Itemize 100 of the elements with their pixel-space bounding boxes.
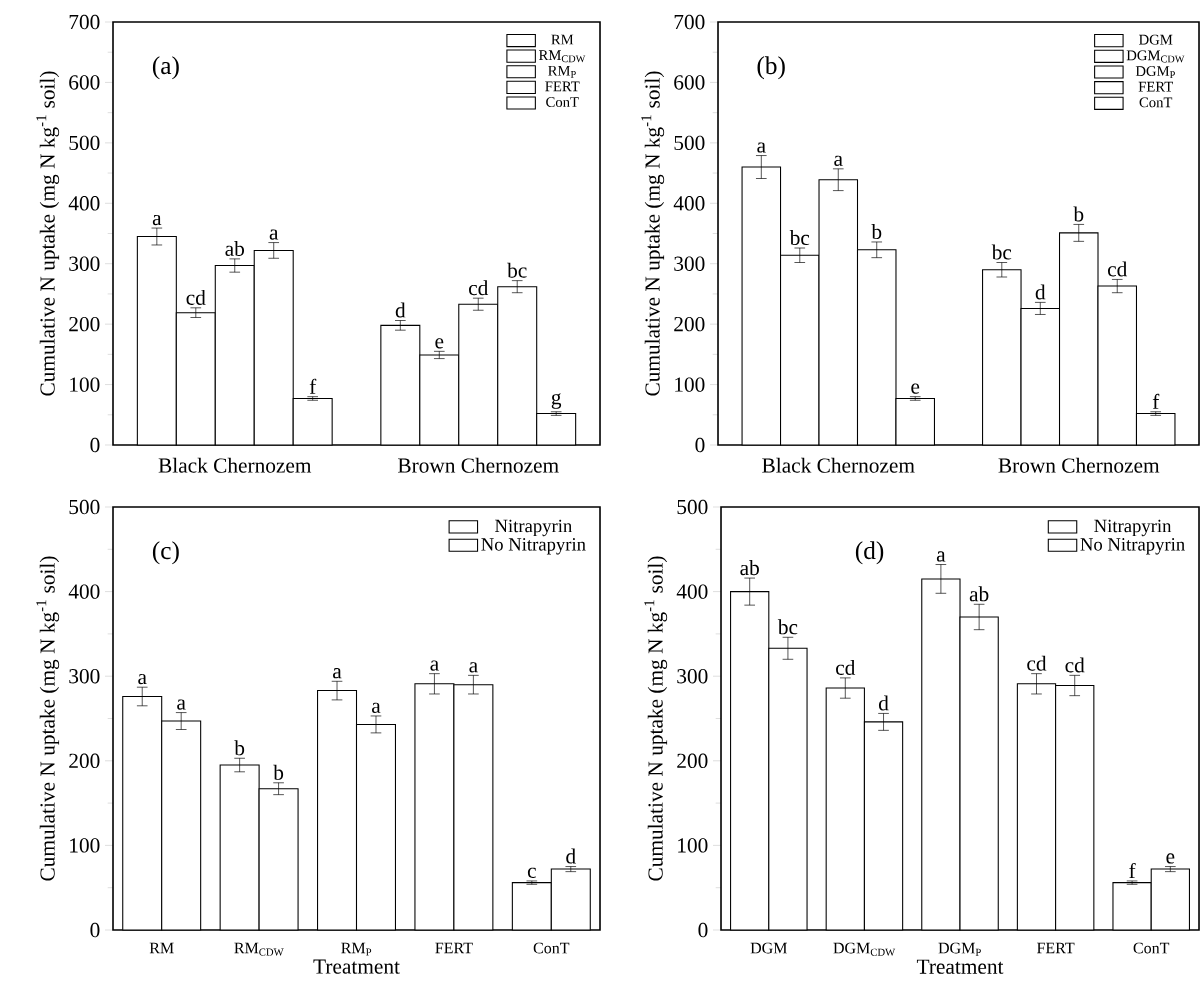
x-tick-label: Brown Chernozem (398, 457, 559, 473)
data-label: e (435, 338, 444, 349)
y-axis-title: Cumulative N uptake (mg N kg$^{-1}$ soil) (641, 71, 665, 396)
data-label: a (936, 551, 946, 562)
data-label: a (469, 662, 478, 673)
data-label: a (333, 668, 342, 679)
y-tick-label: 200 (674, 316, 705, 332)
data-label: a (372, 702, 381, 714)
legend-label: DGM (1139, 34, 1173, 45)
data-label: f (309, 378, 317, 394)
legend-label: ConT (1139, 97, 1173, 108)
legend-label: ConT (546, 97, 579, 108)
y-tick-label: 100 (678, 838, 708, 853)
annotation: (b) (757, 56, 785, 80)
y-tick-label: 700 (69, 14, 100, 30)
data-label: bc (507, 262, 527, 278)
legend-label: RM$_{P}$ (548, 65, 576, 78)
data-label: ab (740, 560, 759, 576)
y-tick-label: 400 (68, 196, 100, 211)
data-label: e (1166, 853, 1175, 864)
legend-label: RM (551, 34, 574, 45)
y-tick-label: 0 (698, 922, 708, 938)
x-tick-label: Black Chernozem (158, 457, 312, 473)
y-tick-label: 400 (676, 584, 708, 599)
y-tick-label: 100 (675, 377, 705, 392)
y-tick-label: 0 (90, 437, 100, 453)
data-label: bc (777, 619, 798, 635)
data-label: bc (789, 230, 810, 246)
x-tick-label: RM$_{P}$ (341, 942, 372, 956)
y-tick-label: 500 (674, 135, 705, 151)
legend-label: Nitrapyrin (1094, 519, 1172, 537)
y-axis-title: Cumulative N uptake (mg N kg$^{-1}$ soil) (36, 556, 60, 881)
data-label: a (834, 155, 843, 166)
x-tick-label: DGM$_{P}$ (938, 942, 981, 956)
data-label: f (1152, 393, 1160, 409)
legend-label: DGM$_{CDW}$ (1126, 50, 1185, 63)
data-label: cd (1107, 261, 1128, 277)
data-label: cd (186, 289, 206, 305)
x-tick-label: ConT (533, 942, 570, 954)
data-label: b (1073, 206, 1084, 222)
y-axis-title: Cumulative N uptake (mg N kg$^{-1}$ soil) (644, 556, 668, 881)
y-tick-label: 500 (69, 499, 100, 515)
y-axis-title: Cumulative N uptake (mg N kg$^{-1}$ soil) (36, 71, 60, 396)
x-tick-label: Brown Chernozem (998, 457, 1160, 473)
data-label: a (269, 229, 279, 240)
legend-label: No Nitrapyrin (1080, 538, 1185, 555)
legend-label: DGM$_{P}$ (1135, 66, 1175, 79)
data-label: cd (469, 280, 489, 296)
x-tick-label: ConT (1133, 942, 1170, 954)
data-label: a (152, 214, 162, 226)
y-tick-label: 700 (674, 14, 705, 30)
data-label: a (177, 699, 186, 710)
data-label: d (1035, 284, 1046, 300)
data-label: e (911, 383, 920, 394)
data-label: a (757, 142, 766, 153)
data-label: bc (991, 244, 1012, 260)
x-axis-title: Treatment (313, 959, 400, 974)
y-tick-label: 100 (70, 377, 100, 392)
y-tick-label: 300 (677, 669, 708, 684)
legend-label: Nitrapyrin (495, 519, 572, 537)
y-tick-label: 600 (674, 75, 705, 90)
y-tick-label: 200 (69, 316, 100, 332)
data-label: b (273, 764, 284, 780)
y-tick-label: 300 (69, 669, 100, 684)
data-label: g (551, 393, 562, 409)
y-tick-label: 500 (677, 499, 708, 515)
data-label: f (1129, 862, 1136, 878)
y-tick-label: 0 (90, 922, 100, 938)
legend-label: FERT (1138, 81, 1173, 92)
y-tick-label: 400 (673, 196, 705, 211)
data-label: d (395, 302, 406, 318)
x-tick-label: FERT (435, 942, 473, 954)
data-label: c (527, 867, 536, 878)
x-tick-label: FERT (1036, 942, 1075, 954)
y-tick-label: 0 (695, 437, 705, 453)
x-tick-label: RM$_{CDW}$ (234, 942, 284, 956)
x-axis-title: Treatment (916, 959, 1004, 974)
y-tick-label: 300 (69, 256, 100, 271)
x-tick-label: DGM (750, 942, 788, 954)
data-label: ab (225, 240, 245, 256)
x-tick-label: RM (149, 942, 174, 954)
y-tick-label: 500 (69, 135, 100, 151)
y-tick-label: 600 (69, 75, 100, 90)
data-label: cd (1027, 655, 1047, 671)
y-tick-label: 300 (674, 256, 705, 271)
annotation: (d) (855, 541, 884, 565)
annotation: (a) (152, 56, 179, 80)
data-label: ab (969, 586, 989, 602)
y-tick-label: 400 (68, 584, 100, 599)
x-tick-label: DGM$_{CDW}$ (833, 942, 896, 956)
annotation: (c) (152, 541, 179, 565)
data-label: cd (836, 659, 856, 675)
data-label: d (878, 695, 889, 711)
data-label: b (234, 740, 245, 756)
legend-label: FERT (545, 81, 580, 92)
legend-label: No Nitrapyrin (481, 538, 586, 555)
legend-label: RM$_{CDW}$ (538, 50, 586, 63)
data-label: d (566, 848, 576, 864)
data-label: a (430, 660, 439, 671)
y-tick-label: 200 (677, 753, 708, 768)
